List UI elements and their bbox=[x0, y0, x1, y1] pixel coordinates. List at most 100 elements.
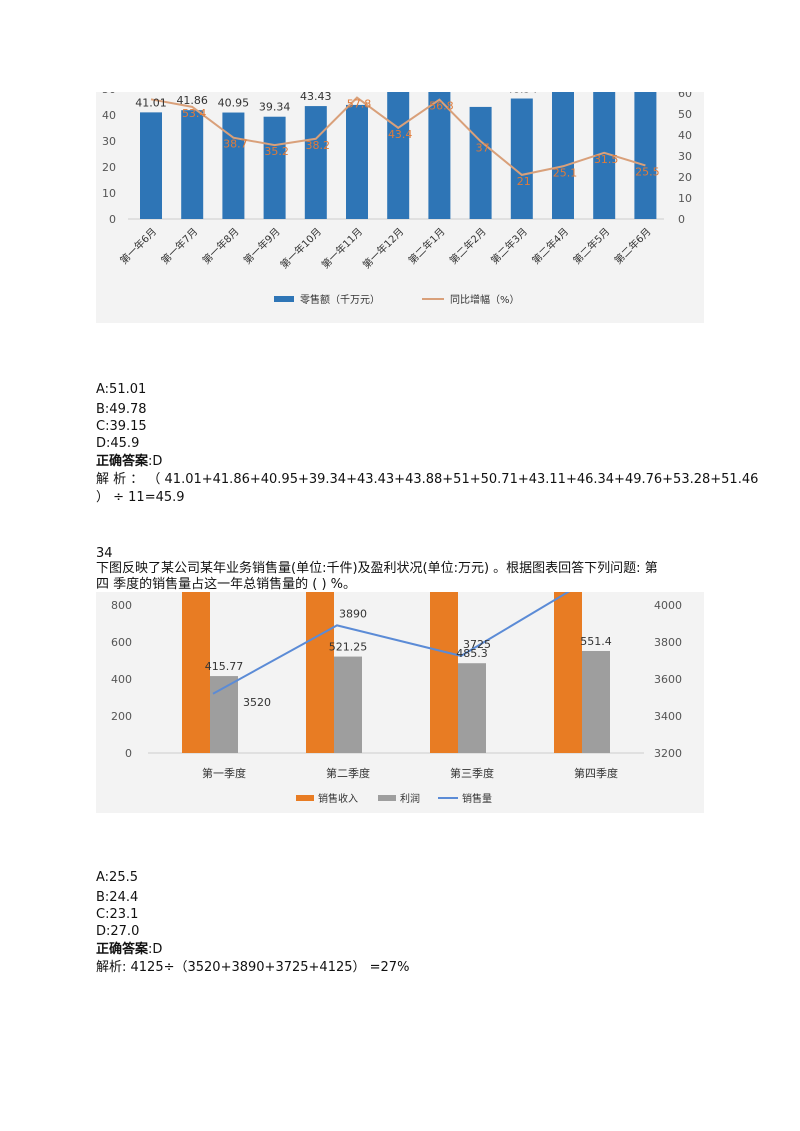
retail-bar bbox=[304, 106, 327, 219]
q33-option-a: A:51.01 bbox=[96, 382, 147, 397]
left-axis-tick: 50 bbox=[102, 92, 116, 96]
q33-analysis-line2: ） ÷ 11=45.9 bbox=[96, 490, 185, 505]
growth-data-label: 37 bbox=[476, 141, 490, 154]
bar-data-label: 41.01 bbox=[135, 96, 167, 109]
retail-bar bbox=[140, 112, 162, 219]
profit-bar bbox=[458, 663, 486, 753]
q33-option-c: C:39.15 bbox=[96, 419, 147, 434]
retail-bar bbox=[469, 106, 492, 219]
x-axis-category-label: 第一年6月 bbox=[117, 225, 159, 267]
profit-bar bbox=[334, 656, 362, 753]
x-axis-category-label: 第二年4月 bbox=[529, 225, 571, 267]
legend-bar-label: 零售额（千万元） bbox=[300, 293, 380, 306]
growth-data-label: 53.4 bbox=[182, 107, 207, 120]
bar-data-label: 41.86 bbox=[176, 94, 208, 107]
q34-option-d: D:27.0 bbox=[96, 924, 140, 939]
right-axis-tick: 20 bbox=[678, 171, 692, 184]
legend-revenue-label: 销售收入 bbox=[318, 792, 358, 805]
right-axis-tick: 0 bbox=[678, 213, 685, 226]
bar-data-label: 40.95 bbox=[218, 97, 250, 110]
q34-option-b: B:24.4 bbox=[96, 890, 139, 905]
left-axis-tick: 40 bbox=[102, 109, 116, 122]
right-axis-tick: 40 bbox=[678, 129, 692, 142]
right-axis-tick: 3600 bbox=[654, 673, 682, 686]
growth-line bbox=[150, 96, 646, 176]
legend-line-label: 同比增幅（%） bbox=[450, 293, 520, 306]
retail-bar bbox=[552, 92, 574, 220]
x-axis-category-label: 第二年1月 bbox=[406, 225, 448, 267]
revenue-bar bbox=[306, 592, 334, 753]
legend-bar-swatch bbox=[274, 296, 294, 302]
left-axis-tick: 0 bbox=[109, 213, 116, 226]
retail-sales-chart-svg: 0 10 20 30 40 50 0 10 20 30 40 50 60 41.01 41.86 40.95 3… bbox=[102, 92, 692, 306]
q34-analysis: 解析: 4125÷（3520+3890+3725+4125） =27% bbox=[96, 960, 410, 975]
right-axis-tick: 60 bbox=[678, 92, 692, 100]
bar-data-label: 39.34 bbox=[259, 101, 291, 114]
q33-answer-value: :D bbox=[148, 454, 163, 469]
volume-data-label: 3890 bbox=[339, 607, 367, 620]
x-axis-category-label: 第二年6月 bbox=[612, 225, 654, 267]
right-axis-tick: 4000 bbox=[654, 599, 682, 612]
left-axis-tick: 800 bbox=[111, 599, 132, 612]
q33-analysis-line1: 解 析 ： （ 41.01+41.86+40.95+39.34+43.43+43… bbox=[96, 472, 759, 487]
profit-data-label: 551.4 bbox=[580, 635, 612, 648]
volume-data-label: 3520 bbox=[243, 696, 271, 709]
growth-data-label: 38.7 bbox=[223, 138, 248, 151]
q34-number: 34 bbox=[96, 546, 113, 561]
legend-profit-swatch bbox=[378, 795, 396, 801]
growth-data-label: 56.8 bbox=[429, 100, 454, 113]
x-axis-category-label: 第三季度 bbox=[450, 766, 494, 780]
profit-bar bbox=[210, 676, 238, 753]
q34-option-c: C:23.1 bbox=[96, 907, 139, 922]
growth-data-label: 25.1 bbox=[553, 166, 578, 179]
retail-bar bbox=[387, 92, 410, 220]
legend-profit-label: 利润 bbox=[400, 792, 420, 805]
x-axis-category-label: 第二年3月 bbox=[488, 225, 530, 267]
legend-revenue-swatch bbox=[296, 795, 314, 801]
right-axis-tick: 3800 bbox=[654, 636, 682, 649]
retail-sales-chart: 0 10 20 30 40 50 0 10 20 30 40 50 60 41.01 41.86 40.95 3… bbox=[96, 92, 704, 323]
x-axis-category-label: 第四季度 bbox=[574, 766, 618, 780]
left-axis-tick: 400 bbox=[111, 673, 132, 686]
q34-question-line1: 下图反映了某公司某年业务销售量(单位:千件)及盈利状况(单位:万元) 。根据图表… bbox=[96, 561, 658, 576]
right-axis-tick: 3400 bbox=[654, 710, 682, 723]
growth-data-label: 38.2 bbox=[306, 139, 331, 152]
revenue-bar bbox=[554, 592, 582, 753]
profit-data-label: 521.25 bbox=[329, 641, 368, 654]
retail-bar bbox=[634, 92, 657, 219]
retail-bar bbox=[510, 98, 533, 219]
x-axis-category-label: 第一年8月 bbox=[200, 225, 242, 267]
left-axis-tick: 200 bbox=[111, 710, 132, 723]
x-axis-category-label: 第二年2月 bbox=[447, 225, 489, 267]
x-axis-category-label: 第一年7月 bbox=[158, 225, 200, 267]
bar-data-label: 43.43 bbox=[300, 92, 332, 103]
revenue-bar bbox=[182, 592, 210, 753]
right-axis-tick: 10 bbox=[678, 192, 692, 205]
retail-bar bbox=[593, 92, 616, 219]
retail-bar bbox=[346, 104, 368, 219]
q33-option-b: B:49.78 bbox=[96, 402, 147, 417]
x-axis-category-label: 第一年10月 bbox=[277, 225, 323, 271]
sales-profit-chart-svg: 0 200 400 600 800 3200 3400 3600 3800 4000 415.77 5… bbox=[111, 592, 682, 805]
q34-answer-value: :D bbox=[148, 942, 163, 957]
x-axis-category-label: 第一年12月 bbox=[360, 225, 406, 271]
q34-question-line2: 四 季度的销售量占这一年总销售量的 ( ) %。 bbox=[96, 577, 357, 592]
right-axis-tick: 3200 bbox=[654, 747, 682, 760]
q34-answer: 正确答案:D bbox=[96, 942, 162, 958]
retail-bar bbox=[428, 92, 451, 220]
q33-answer: 正确答案:D bbox=[96, 454, 162, 470]
x-axis-category-label: 第一年9月 bbox=[241, 225, 283, 267]
revenue-bar bbox=[430, 592, 458, 753]
left-axis-tick: 20 bbox=[102, 161, 116, 174]
x-axis-category-label: 第一年11月 bbox=[319, 225, 365, 271]
q33-answer-label: 正确答案 bbox=[96, 454, 149, 469]
x-axis-category-label: 第二季度 bbox=[326, 766, 370, 780]
legend-volume-label: 销售量 bbox=[462, 792, 492, 805]
retail-bar bbox=[181, 110, 204, 219]
x-axis-category-label: 第一季度 bbox=[202, 766, 246, 780]
profit-data-label: 485.3 bbox=[456, 647, 488, 660]
bar-data-label: 48.54 bbox=[506, 92, 538, 96]
growth-data-label: 57.8 bbox=[347, 98, 372, 111]
growth-data-label: 35.2 bbox=[264, 145, 289, 158]
profit-data-label: 415.77 bbox=[205, 660, 244, 673]
